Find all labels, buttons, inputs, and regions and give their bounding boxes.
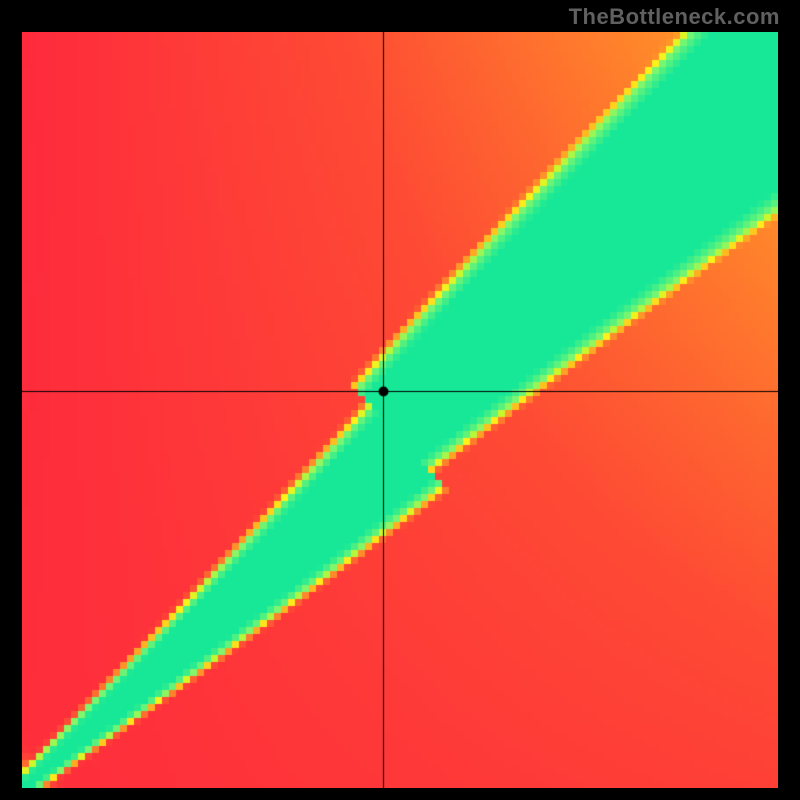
watermark-text: TheBottleneck.com (569, 4, 780, 30)
bottleneck-heatmap (22, 32, 778, 788)
chart-frame: { "watermark": { "text": "TheBottleneck.… (0, 0, 800, 800)
